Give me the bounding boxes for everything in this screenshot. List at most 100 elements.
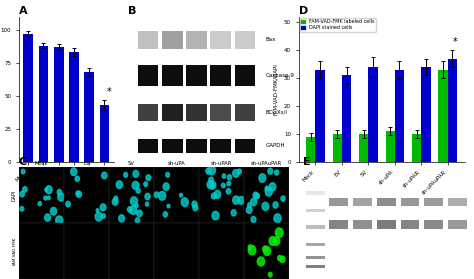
Text: sh-uPA: sh-uPA	[168, 161, 185, 166]
Bar	[244, 223, 289, 279]
Circle shape	[45, 188, 47, 191]
Circle shape	[112, 198, 118, 205]
Circle shape	[275, 228, 283, 237]
Text: A: A	[19, 6, 27, 16]
Bar	[19, 223, 64, 279]
Bar	[385, 131, 395, 162]
Circle shape	[58, 193, 64, 201]
Circle shape	[262, 202, 269, 211]
Circle shape	[114, 196, 118, 201]
Circle shape	[269, 237, 276, 246]
Bar	[23, 34, 33, 162]
Circle shape	[211, 193, 216, 199]
Text: GAPDH: GAPDH	[266, 143, 285, 148]
Bar	[306, 243, 325, 246]
Bar	[138, 31, 158, 49]
Circle shape	[50, 207, 56, 215]
Circle shape	[278, 256, 282, 261]
Bar	[138, 65, 158, 86]
Bar	[333, 134, 342, 162]
Y-axis label: FAM-VAD-FMK/DAPI: FAM-VAD-FMK/DAPI	[273, 63, 278, 115]
Bar	[306, 191, 325, 195]
Bar	[100, 105, 109, 162]
Circle shape	[130, 206, 137, 215]
Bar	[38, 46, 48, 162]
Bar	[377, 198, 396, 206]
Circle shape	[233, 196, 239, 204]
Bar	[162, 31, 182, 49]
Bar	[342, 75, 351, 162]
Text: Bax: Bax	[266, 37, 276, 42]
Circle shape	[206, 168, 211, 174]
Text: sh-uPAuPAR: sh-uPAuPAR	[251, 161, 282, 166]
Circle shape	[214, 190, 221, 198]
Circle shape	[274, 170, 279, 175]
Circle shape	[71, 168, 77, 175]
Circle shape	[180, 193, 182, 197]
Bar	[154, 167, 199, 223]
Bar	[210, 139, 231, 153]
Circle shape	[248, 246, 256, 255]
Circle shape	[46, 186, 52, 194]
Bar	[244, 167, 289, 223]
Circle shape	[145, 193, 150, 200]
Text: FAM-VAD-FMK: FAM-VAD-FMK	[13, 237, 17, 265]
Text: SV: SV	[128, 161, 135, 166]
Text: B: B	[128, 6, 137, 16]
Circle shape	[133, 170, 139, 177]
Bar	[84, 72, 94, 162]
Text: *: *	[453, 37, 457, 47]
Circle shape	[144, 182, 147, 186]
Circle shape	[259, 174, 266, 182]
Circle shape	[128, 207, 132, 212]
Circle shape	[163, 212, 167, 217]
Circle shape	[237, 169, 241, 174]
Circle shape	[273, 202, 278, 208]
Bar	[186, 31, 207, 49]
Circle shape	[23, 187, 27, 192]
Bar	[186, 104, 207, 121]
Circle shape	[269, 183, 276, 191]
Circle shape	[248, 245, 252, 249]
Bar	[421, 67, 430, 162]
Bar	[210, 65, 231, 86]
Bar	[353, 198, 372, 206]
Bar	[306, 209, 325, 212]
Bar	[438, 70, 448, 162]
Circle shape	[255, 193, 259, 199]
Circle shape	[247, 203, 251, 207]
Circle shape	[263, 246, 268, 252]
Text: EV/SV: EV/SV	[165, 169, 179, 183]
Bar	[64, 167, 109, 223]
Circle shape	[102, 214, 105, 218]
Bar	[54, 47, 64, 162]
Bar	[306, 265, 325, 268]
Circle shape	[163, 183, 169, 191]
Circle shape	[273, 237, 280, 246]
Circle shape	[265, 186, 269, 191]
Circle shape	[251, 198, 256, 206]
Text: C: C	[19, 157, 27, 167]
Circle shape	[265, 187, 273, 196]
Bar	[235, 104, 255, 121]
Bar	[448, 198, 467, 206]
Bar	[138, 139, 158, 153]
Circle shape	[146, 202, 149, 206]
Bar	[315, 70, 325, 162]
Bar	[359, 134, 368, 162]
Bar	[306, 225, 325, 229]
Circle shape	[118, 215, 125, 222]
Circle shape	[264, 247, 271, 256]
Bar	[353, 220, 372, 229]
Bar	[69, 52, 79, 162]
Circle shape	[257, 257, 264, 266]
Circle shape	[75, 176, 79, 181]
Circle shape	[268, 272, 272, 277]
Text: Caspase-9: Caspase-9	[266, 73, 295, 78]
Circle shape	[96, 209, 99, 212]
Circle shape	[76, 191, 82, 198]
Circle shape	[20, 206, 24, 211]
Circle shape	[209, 166, 215, 175]
Bar	[235, 139, 255, 153]
Circle shape	[44, 196, 47, 200]
